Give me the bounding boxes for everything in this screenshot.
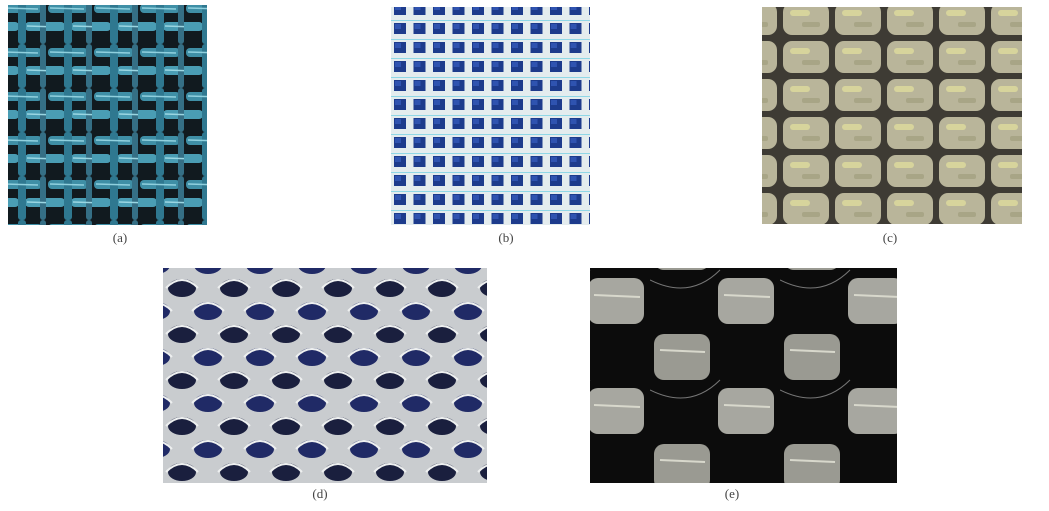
texture-image [163,268,487,483]
caption: (d) [312,486,327,501]
texture-image [590,268,897,483]
texture-image [762,7,1022,224]
caption: (a) [113,230,127,245]
caption: (c) [883,230,897,245]
caption: (b) [498,230,513,245]
texture-image [391,7,590,225]
caption: (e) [725,486,739,501]
texture-image [8,5,207,225]
figure: (a) (b) (c) (d) (e) [0,0,1049,511]
